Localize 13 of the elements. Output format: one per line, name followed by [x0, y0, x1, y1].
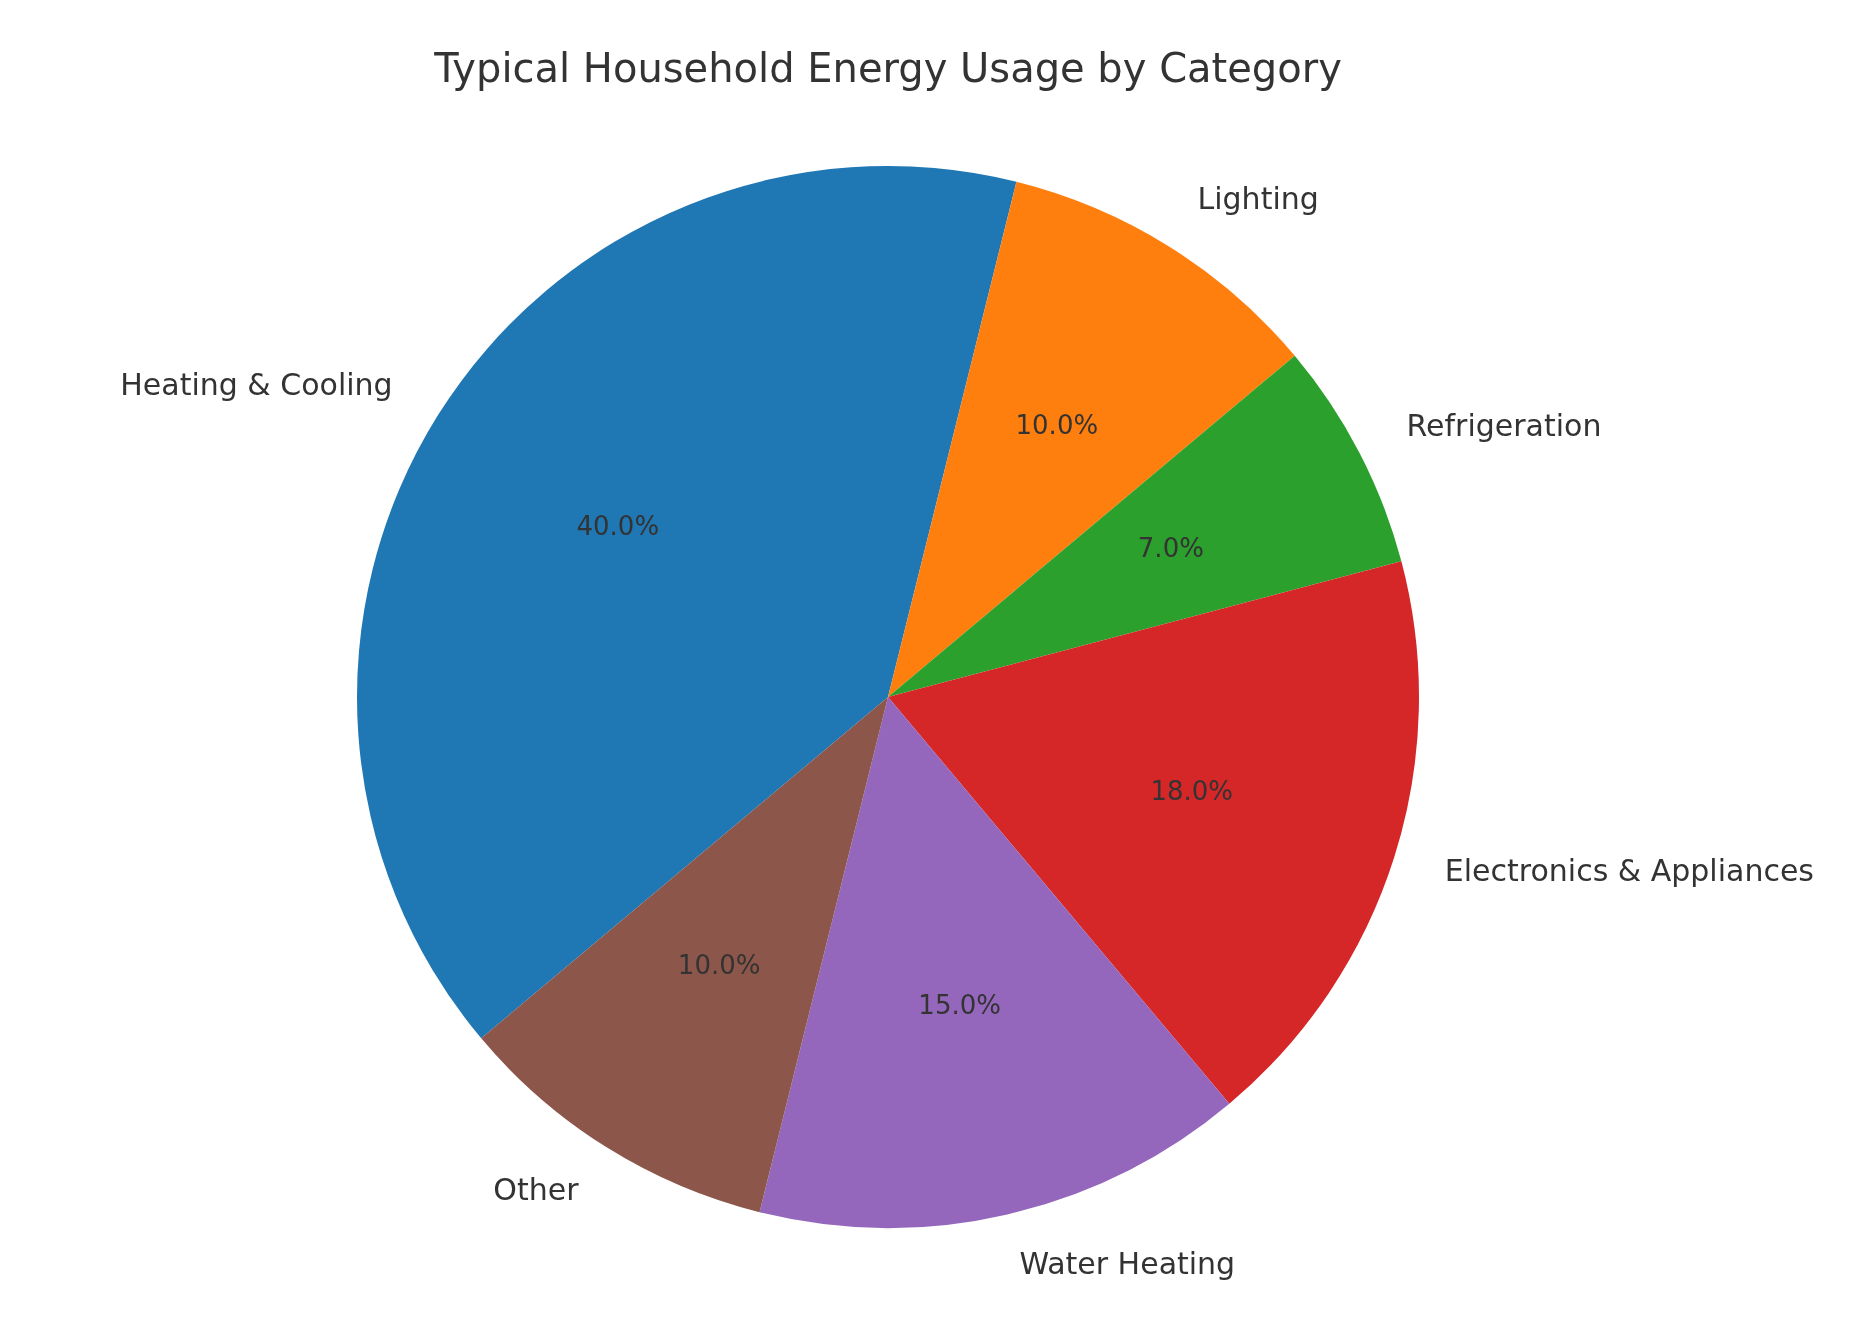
data-label: 10.0%	[677, 949, 761, 980]
slice-label: Heating & Cooling	[120, 367, 393, 403]
chart-title: Typical Household Energy Usage by Category	[433, 45, 1342, 92]
slice-label: Water Heating	[1019, 1245, 1236, 1281]
data-label: 10.0%	[1015, 409, 1099, 440]
data-label: 18.0%	[1150, 776, 1233, 807]
slice-label: Electronics & Appliances	[1444, 853, 1814, 889]
data-label: 15.0%	[918, 990, 1001, 1021]
data-label: 40.0%	[576, 510, 660, 541]
slice-label: Refrigeration	[1406, 407, 1602, 443]
slice-label: Other	[493, 1172, 580, 1208]
data-label: 7.0%	[1137, 533, 1204, 564]
slice-label: Lighting	[1197, 181, 1319, 217]
